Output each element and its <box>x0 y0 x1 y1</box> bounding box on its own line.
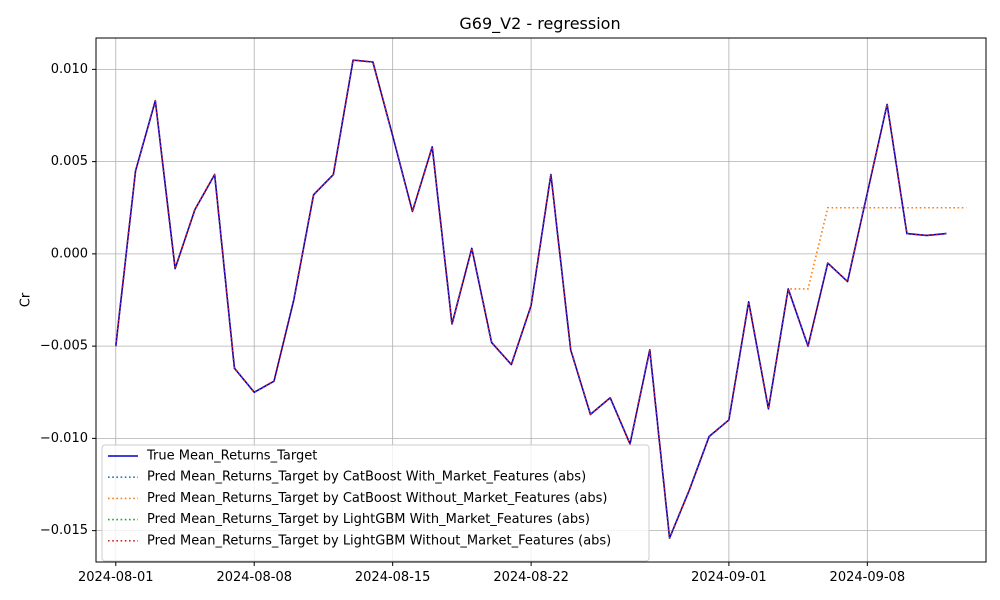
legend: True Mean_Returns_Target Pred Mean_Return… <box>101 444 650 562</box>
y-tick-label: −0.005 <box>40 339 88 354</box>
x-tick-label: 2024-09-01 <box>691 570 767 585</box>
legend-label: Pred Mean_Returns_Target by LightGBM Wit… <box>147 533 611 548</box>
y-tick-label: 0.000 <box>51 246 88 261</box>
legend-label: Pred Mean_Returns_Target by LightGBM Wit… <box>147 512 590 527</box>
y-axis-label: Cr <box>19 292 34 307</box>
x-tick-label: 2024-08-01 <box>78 570 154 585</box>
y-axis: 0.010 0.005 0.000 −0.005 −0.010 −0.015 <box>40 62 96 538</box>
y-tick-label: 0.005 <box>51 154 88 169</box>
x-tick-label: 2024-08-22 <box>493 570 569 585</box>
chart-title: G69_V2 - regression <box>459 14 620 34</box>
y-tick-label: −0.010 <box>40 431 88 446</box>
series-line-0 <box>114 59 947 539</box>
y-tick-label: −0.015 <box>40 523 88 538</box>
x-tick-label: 2024-08-08 <box>216 570 292 585</box>
x-tick-label: 2024-08-15 <box>355 570 431 585</box>
legend-label: True Mean_Returns_Target <box>146 449 317 464</box>
x-tick-label: 2024-09-08 <box>830 570 906 585</box>
y-tick-label: 0.010 <box>51 62 88 77</box>
plot-frame <box>95 37 987 563</box>
legend-box <box>101 444 650 562</box>
legend-label: Pred Mean_Returns_Target by CatBoost Wit… <box>147 491 607 506</box>
x-axis: 2024-08-01 2024-08-08 2024-08-15 2024-08-22… <box>78 562 905 585</box>
legend-label: Pred Mean_Returns_Target by CatBoost Wit… <box>147 470 586 485</box>
series-layer <box>114 59 967 539</box>
